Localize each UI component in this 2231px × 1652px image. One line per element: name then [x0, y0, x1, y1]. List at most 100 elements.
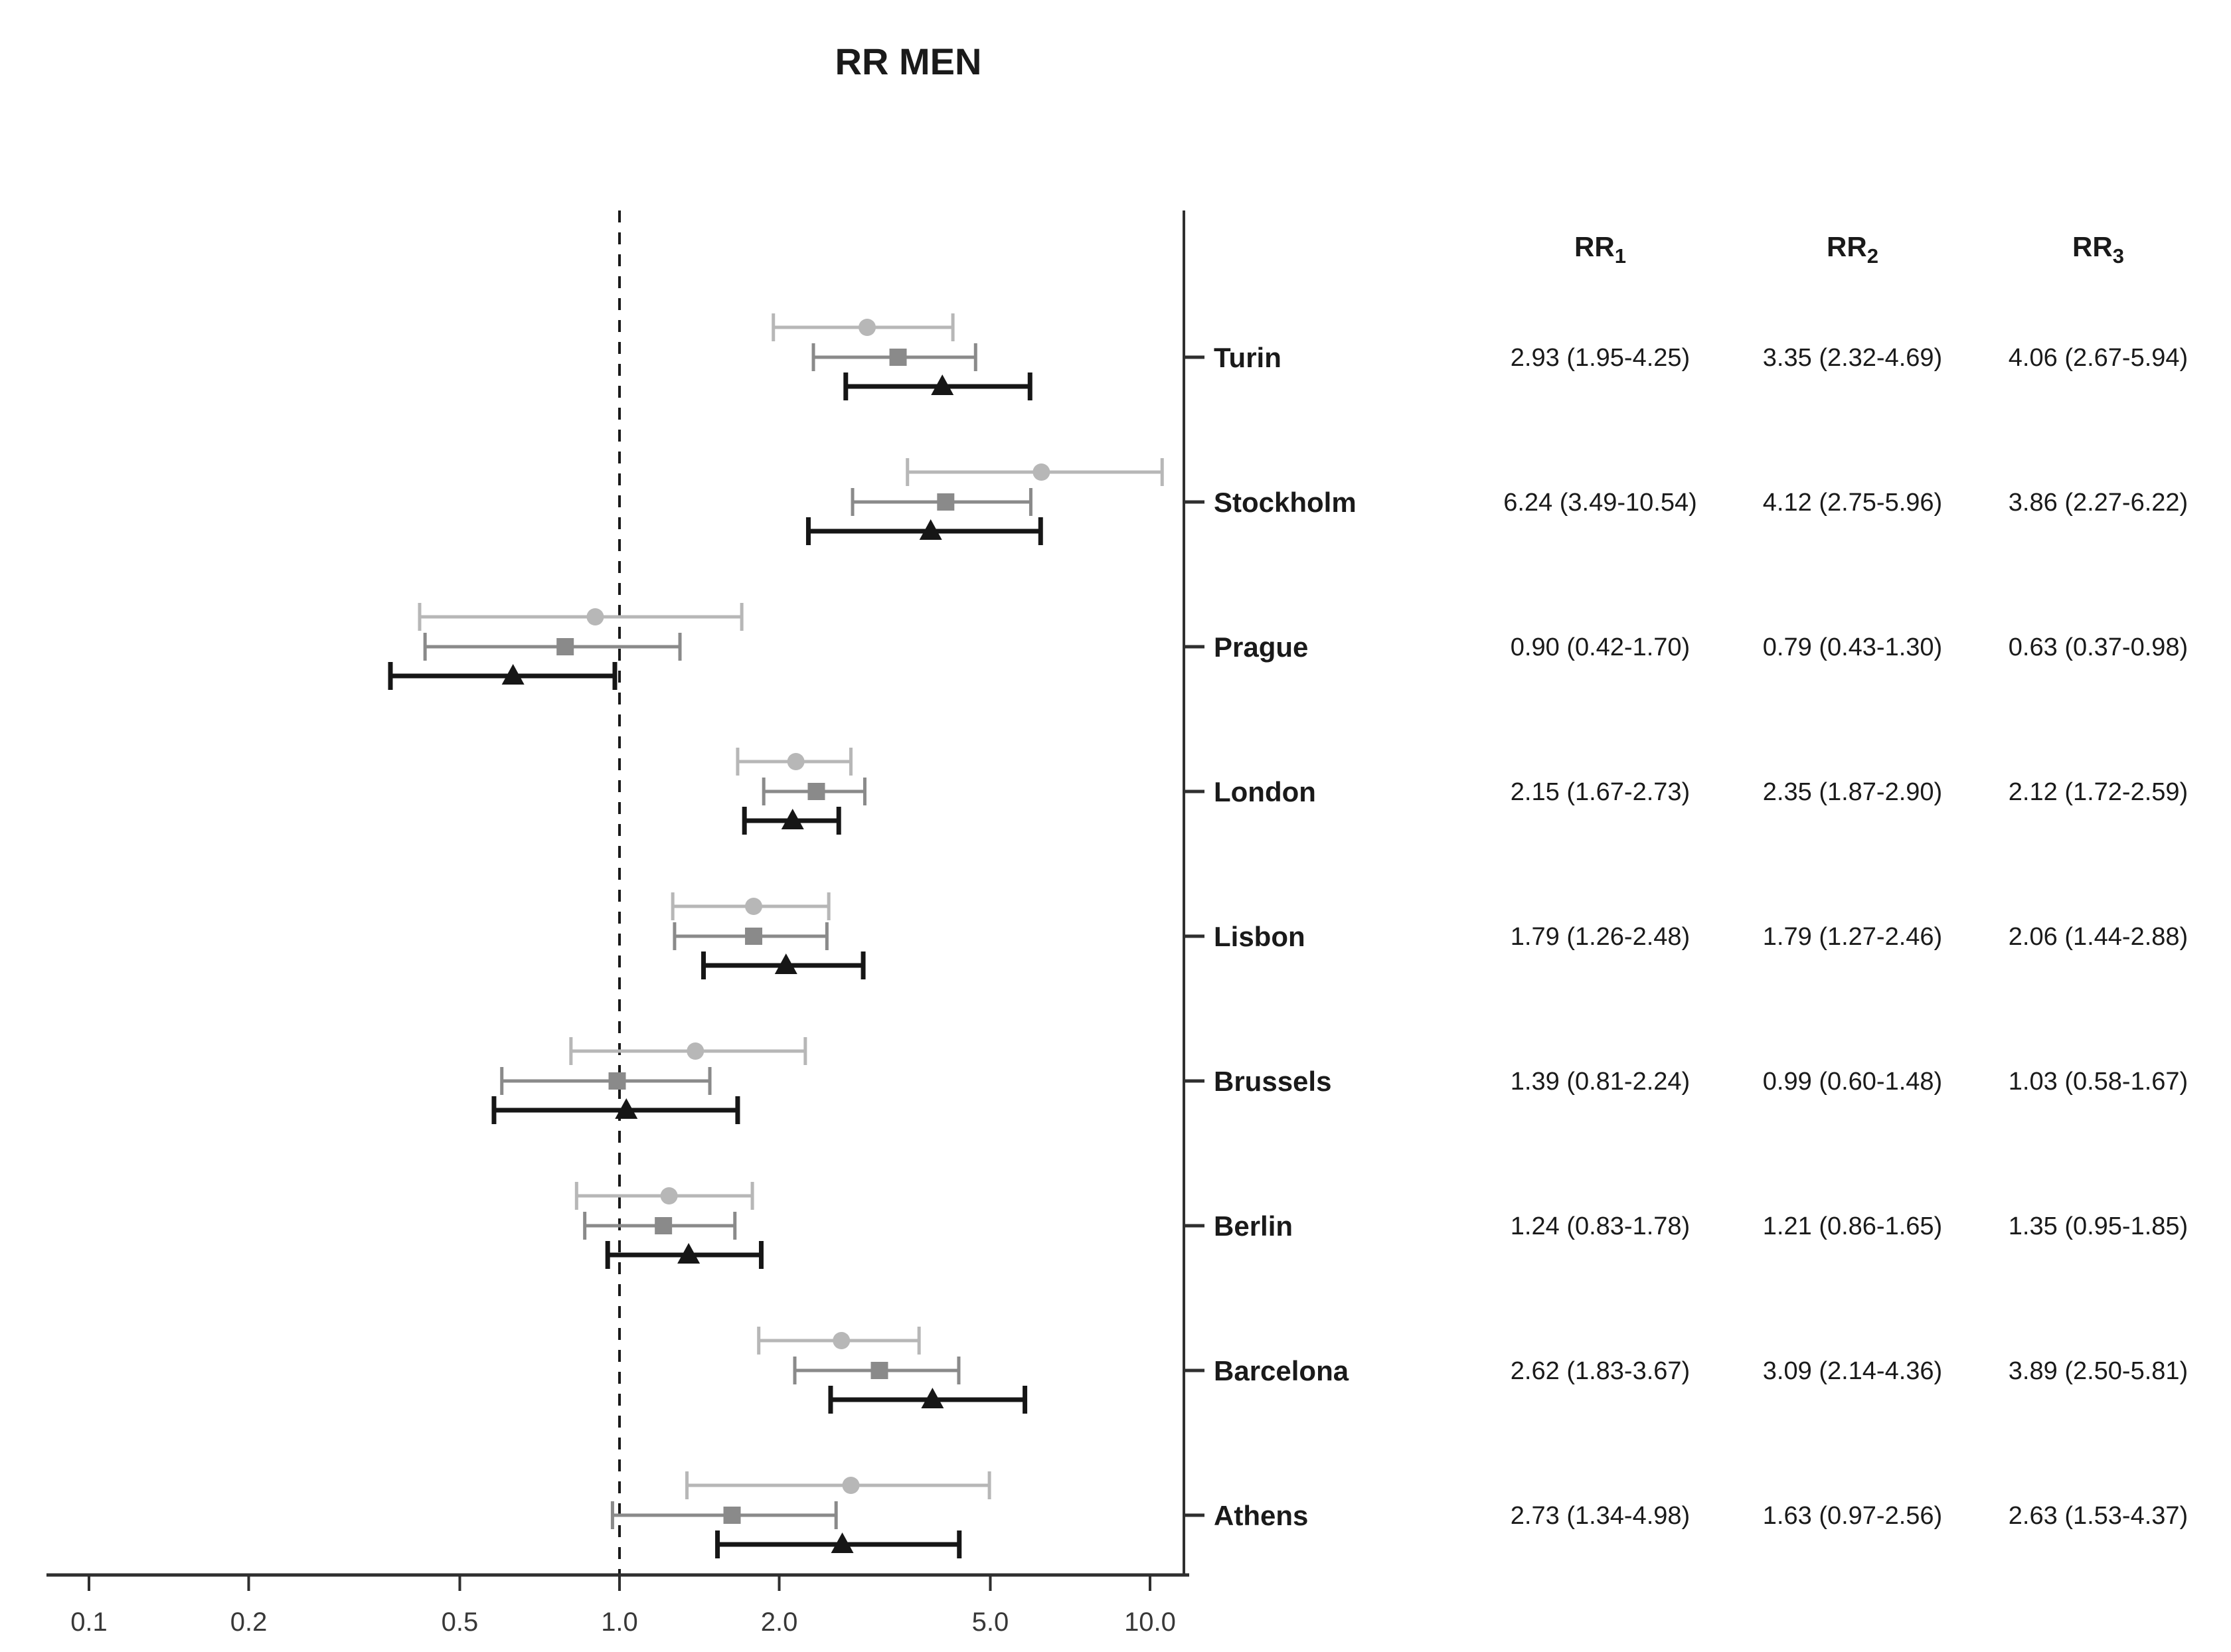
estimate-rr1: [906, 458, 1164, 486]
city-row-berlin: Berlin 1.24 (0.83-1.78) 1.21 (0.86-1.65) 1.…: [574, 1182, 2188, 1269]
x-axis-ticks: 0.1 0.2 0.5 1.0 2.0 5.0 10.0: [70, 1575, 1176, 1637]
city-label: London: [1214, 776, 1316, 807]
marker-circle: [687, 1042, 704, 1060]
marker-square: [745, 928, 763, 945]
marker-square: [723, 1507, 741, 1524]
marker-circle: [859, 319, 876, 336]
city-row-stockholm: Stockholm 6.24 (3.49-10.54) 4.12 (2.75-5.9…: [805, 458, 2188, 545]
marker-square: [889, 349, 907, 366]
estimate-rr1: [671, 892, 831, 920]
estimate-rr3: [828, 1386, 1028, 1414]
estimate-rr3: [388, 662, 618, 690]
value-rr2: 1.79 (1.27-2.46): [1763, 923, 1942, 951]
marker-triangle: [919, 519, 942, 540]
value-rr2: 4.12 (2.75-5.96): [1763, 489, 1942, 517]
estimate-rr3: [715, 1530, 962, 1558]
value-rr3: 2.63 (1.53-4.37): [2009, 1502, 2188, 1530]
estimate-rr3: [491, 1096, 740, 1124]
marker-triangle: [831, 1532, 854, 1553]
x-tick-label: 0.5: [442, 1608, 479, 1637]
value-rr1: 6.24 (3.49-10.54): [1503, 489, 1697, 517]
marker-triangle: [781, 809, 804, 829]
x-tick-label: 0.1: [70, 1608, 108, 1637]
city-row-athens: Athens 2.73 (1.34-4.98) 1.63 (0.97-2.56) 2.…: [610, 1471, 2188, 1558]
estimate-rr1: [757, 1327, 921, 1355]
marker-circle: [842, 1477, 860, 1494]
city-row-prague: Prague 0.90 (0.42-1.70) 0.79 (0.43-1.30) 0.…: [388, 603, 2188, 690]
value-rr1: 2.73 (1.34-4.98): [1511, 1502, 1690, 1530]
city-row-lisbon: Lisbon 1.79 (1.26-2.48) 1.79 (1.27-2.46) 2.…: [671, 892, 2188, 979]
estimate-rr1: [736, 748, 853, 776]
estimate-rr2: [673, 922, 829, 950]
column-header: RR1: [1574, 231, 1626, 268]
city-label: Athens: [1214, 1500, 1308, 1531]
city-label: Stockholm: [1214, 487, 1357, 518]
marker-triangle: [921, 1388, 944, 1408]
marker-circle: [787, 753, 805, 770]
estimate-rr2: [610, 1501, 838, 1529]
city-row-turin: Turin 2.93 (1.95-4.25) 3.35 (2.32-4.69) 4.0…: [772, 313, 2188, 400]
x-tick-label: 10.0: [1124, 1608, 1176, 1637]
estimate-rr3: [805, 517, 1043, 545]
estimate-rr2: [811, 343, 977, 371]
estimate-rr2: [500, 1067, 712, 1095]
value-rr3: 1.35 (0.95-1.85): [2009, 1212, 2188, 1240]
city-row-barcelona: Barcelona 2.62 (1.83-3.67) 3.09 (2.14-4.36…: [757, 1327, 2188, 1414]
estimate-rr2: [793, 1357, 961, 1384]
estimate-rr3: [605, 1241, 764, 1269]
value-rr1: 1.24 (0.83-1.78): [1511, 1212, 1690, 1240]
marker-triangle: [615, 1098, 638, 1119]
value-rr2: 3.09 (2.14-4.36): [1763, 1357, 1942, 1385]
value-rr2: 3.35 (2.32-4.69): [1763, 344, 1942, 372]
estimate-rr2: [762, 778, 867, 805]
value-rr3: 4.06 (2.67-5.94): [2009, 344, 2188, 372]
value-rr1: 1.39 (0.81-2.24): [1511, 1068, 1690, 1096]
value-rr3: 0.63 (0.37-0.98): [2009, 633, 2188, 661]
x-tick-label: 2.0: [761, 1608, 798, 1637]
value-rr3: 3.86 (2.27-6.22): [2009, 489, 2188, 517]
marker-square: [608, 1072, 626, 1090]
column-header: RR3: [2072, 231, 2124, 268]
estimate-rr1: [685, 1471, 991, 1499]
city-label: Prague: [1214, 631, 1308, 663]
marker-square: [807, 783, 825, 800]
plot-layer: 0.1 0.2 0.5 1.0 2.0 5.0 10.0 RR1 RR2 RR3 Turin 2.93…: [46, 210, 2188, 1637]
estimate-rr3: [701, 951, 866, 979]
x-tick-label: 5.0: [972, 1608, 1009, 1637]
city-row-london: London 2.15 (1.67-2.73) 2.35 (1.87-2.90) 2.…: [736, 748, 2188, 835]
marker-circle: [660, 1187, 678, 1204]
value-rr1: 1.79 (1.26-2.48): [1511, 923, 1690, 951]
estimate-rr2: [583, 1212, 737, 1240]
estimate-rr1: [418, 603, 744, 631]
marker-square: [870, 1362, 888, 1379]
city-label: Lisbon: [1214, 921, 1305, 952]
value-rr2: 0.79 (0.43-1.30): [1763, 633, 1942, 661]
marker-circle: [745, 898, 763, 915]
value-rr2: 2.35 (1.87-2.90): [1763, 778, 1942, 806]
marker-triangle: [931, 374, 954, 395]
value-rr1: 0.90 (0.42-1.70): [1511, 633, 1690, 661]
value-rr3: 3.89 (2.50-5.81): [2009, 1357, 2188, 1385]
x-tick-label: 0.2: [230, 1608, 268, 1637]
marker-triangle: [501, 664, 525, 685]
marker-square: [655, 1217, 673, 1234]
value-rr1: 2.15 (1.67-2.73): [1511, 778, 1690, 806]
value-rr2: 0.99 (0.60-1.48): [1763, 1068, 1942, 1096]
city-row-brussels: Brussels 1.39 (0.81-2.24) 0.99 (0.60-1.48)…: [491, 1037, 2188, 1124]
estimate-rr2: [851, 488, 1033, 516]
city-label: Berlin: [1214, 1210, 1293, 1242]
marker-square: [937, 493, 955, 511]
estimate-rr1: [569, 1037, 807, 1065]
value-rr3: 1.03 (0.58-1.67): [2009, 1068, 2188, 1096]
value-rr2: 1.21 (0.86-1.65): [1763, 1212, 1942, 1240]
estimate-rr3: [742, 807, 841, 835]
column-header: RR2: [1827, 231, 1878, 268]
city-label: Brussels: [1214, 1066, 1331, 1097]
marker-triangle: [774, 953, 797, 974]
estimate-rr1: [772, 313, 955, 341]
value-rr1: 2.62 (1.83-3.67): [1511, 1357, 1690, 1385]
column-headers: RR1 RR2 RR3: [1574, 231, 2124, 268]
x-tick-label: 1.0: [601, 1608, 638, 1637]
